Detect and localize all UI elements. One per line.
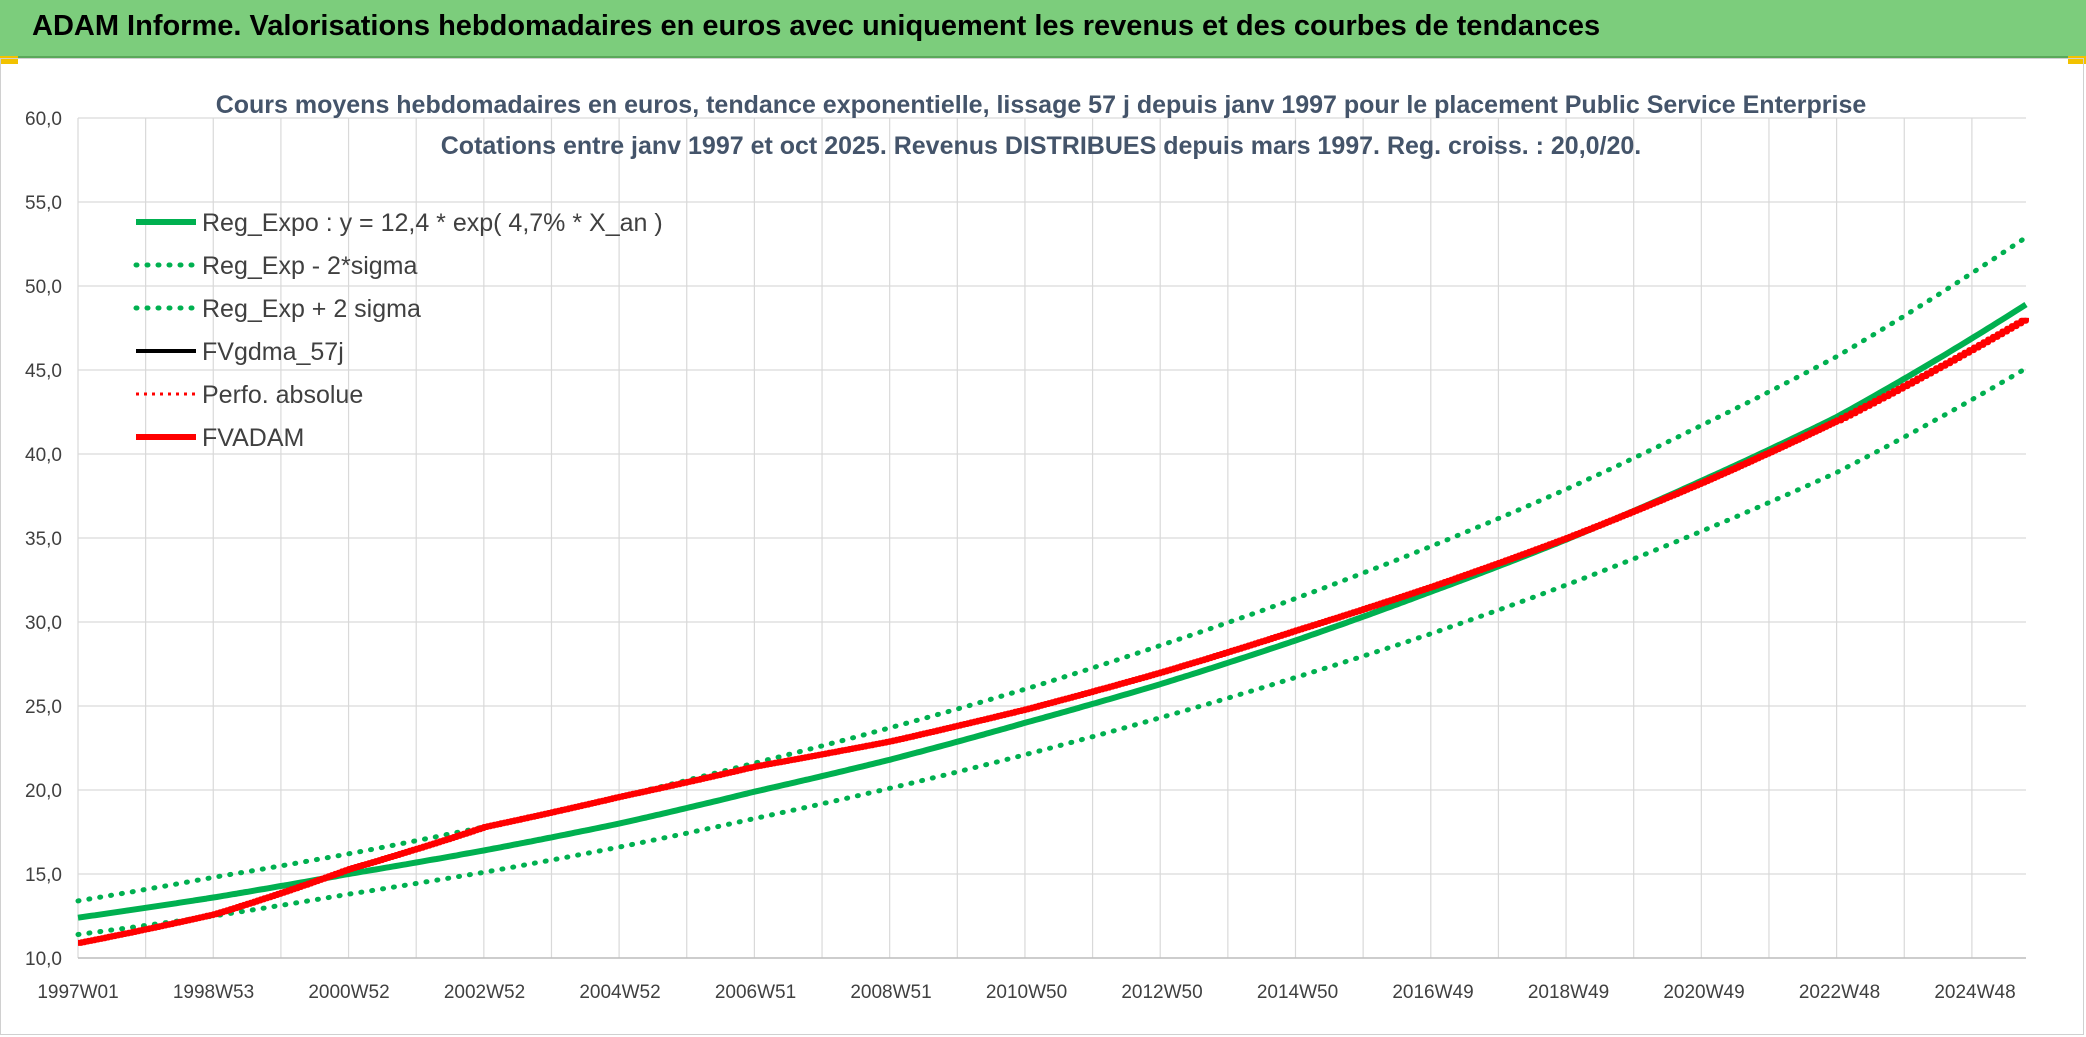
- y-tick-label: 40,0: [25, 445, 62, 466]
- chart-grid: [77, 117, 2026, 959]
- x-tick-label: 2006W51: [715, 982, 796, 1003]
- y-tick-label: 60,0: [25, 109, 62, 130]
- x-axis-ticks: 1997W01 1998W53 2000W52 2002W52 2004W52 2006W…: [37, 982, 2015, 1003]
- series-reg-minus-2sigma: [75, 365, 2029, 937]
- x-tick-label: 2018W49: [1528, 982, 1609, 1003]
- corner-mark-right: [2068, 56, 2086, 64]
- x-tick-label: 1998W53: [173, 982, 254, 1003]
- chart-series: [75, 234, 2029, 946]
- y-tick-label: 10,0: [25, 949, 62, 970]
- x-tick-label: 2010W50: [986, 982, 1067, 1003]
- y-tick-label: 35,0: [25, 529, 62, 550]
- legend-label: FVgdma_57j: [202, 338, 344, 366]
- y-tick-label: 50,0: [25, 277, 62, 298]
- chart-title-line2: Cotations entre janv 1997 et oct 2025. R…: [441, 132, 1642, 160]
- x-tick-label: 2014W50: [1257, 982, 1338, 1003]
- header-bar: ADAM Informe. Valorisations hebdomadaire…: [0, 0, 2086, 58]
- corner-mark-left: [0, 56, 18, 64]
- chart-title-line1: Cours moyens hebdomadaires en euros, ten…: [216, 91, 1867, 119]
- legend-label: FVADAM: [202, 424, 304, 452]
- series-reg-plus-2sigma: [75, 234, 2029, 904]
- x-tick-label: 2000W52: [308, 982, 389, 1003]
- chart-frame: [0, 58, 2084, 1035]
- series-fvadam: [78, 317, 2029, 946]
- legend-label: Reg_Exp - 2*sigma: [202, 252, 417, 280]
- y-tick-label: 15,0: [25, 865, 62, 886]
- x-tick-label: 2004W52: [579, 982, 660, 1003]
- x-tick-label: 2016W49: [1392, 982, 1473, 1003]
- y-tick-label: 55,0: [25, 193, 62, 214]
- legend-label: Reg_Exp + 2 sigma: [202, 295, 421, 323]
- x-tick-label: 2020W49: [1663, 982, 1744, 1003]
- legend-label: Perfo. absolue: [202, 381, 363, 409]
- y-axis-ticks: 10,0 15,0 20,0 25,0 30,0 35,0 40,0 45,0 50,0 55,0…: [25, 109, 62, 970]
- x-tick-label: 2002W52: [444, 982, 525, 1003]
- x-tick-label: 2022W48: [1799, 982, 1880, 1003]
- x-tick-label: 2024W48: [1934, 982, 2015, 1003]
- x-tick-label: 1997W01: [37, 982, 118, 1003]
- chart-legend: Reg_Expo : y = 12,4 * exp( 4,7% * X_an )…: [133, 209, 663, 452]
- y-tick-label: 25,0: [25, 697, 62, 718]
- x-tick-label: 2008W51: [850, 982, 931, 1003]
- page-title: ADAM Informe. Valorisations hebdomadaire…: [32, 10, 1601, 42]
- y-tick-label: 45,0: [25, 361, 62, 382]
- y-tick-label: 30,0: [25, 613, 62, 634]
- x-tick-label: 2012W50: [1121, 982, 1202, 1003]
- legend-label: Reg_Expo : y = 12,4 * exp( 4,7% * X_an ): [202, 209, 663, 237]
- y-tick-label: 20,0: [25, 781, 62, 802]
- series-reg-expo: [77, 301, 2028, 921]
